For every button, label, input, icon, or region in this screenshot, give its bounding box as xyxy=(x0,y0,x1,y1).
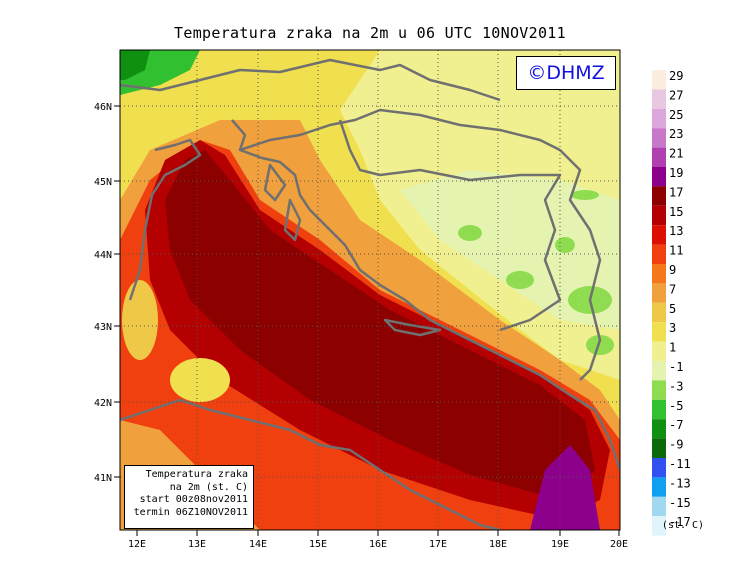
legend-swatch xyxy=(652,205,666,226)
island-cres xyxy=(283,198,302,242)
lon-label: 14E xyxy=(249,539,267,550)
legend-swatch xyxy=(652,89,666,109)
field-cold-patch xyxy=(555,237,575,253)
legend-label: 15 xyxy=(669,205,683,219)
legend-label: 9 xyxy=(669,263,676,277)
lat-label: 42N xyxy=(94,398,112,409)
info-line: termin 06Z10NOV2011 xyxy=(133,506,248,518)
legend-swatch xyxy=(652,147,666,167)
legend-swatch xyxy=(652,128,666,148)
info-box: Temperatura zraka na 2m (st. C) start 00… xyxy=(124,465,254,529)
legend-label: -17 xyxy=(669,515,691,529)
legend-label: -15 xyxy=(669,496,691,510)
legend-swatch xyxy=(652,244,666,264)
legend-label: 29 xyxy=(669,69,683,83)
legend-label: 1 xyxy=(669,341,676,355)
color-legend: 29 27 25 23 21 19 17 15 13 11 9 7 5 3 1 -1 -3 -5 -7 -9 -11 -1… xyxy=(652,69,691,536)
legend-swatch xyxy=(652,438,666,458)
map-title: Temperatura zraka na 2m u 06 UTC 10NOV20… xyxy=(174,24,566,42)
legend-swatch xyxy=(652,225,666,245)
map-frame xyxy=(119,49,621,531)
map-grid xyxy=(120,50,620,530)
border-north xyxy=(120,58,501,102)
legend-label: 21 xyxy=(669,147,683,161)
legend-swatch xyxy=(652,496,666,517)
info-line: na 2m (st. C) xyxy=(169,481,248,493)
field-sea-hot xyxy=(165,150,595,500)
legend-label: 13 xyxy=(669,224,683,238)
coastline-po-delta xyxy=(128,138,202,301)
border-croatia-north xyxy=(239,108,561,152)
lat-label: 41N xyxy=(94,473,112,484)
legend-label: -5 xyxy=(669,399,683,413)
legend-swatch xyxy=(652,341,666,361)
lat-label: 46N xyxy=(94,102,112,113)
island-dalmatia xyxy=(383,318,442,337)
legend-label: 27 xyxy=(669,88,683,102)
border-bosnia xyxy=(338,119,562,332)
legend-swatch xyxy=(652,516,666,536)
lon-label: 20E xyxy=(610,539,628,550)
lat-label: 44N xyxy=(94,250,112,261)
lon-label: 18E xyxy=(489,539,507,550)
axis-ticks xyxy=(114,105,620,536)
lon-label: 15E xyxy=(309,539,327,550)
lat-label: 45N xyxy=(94,177,112,188)
field-cold-patch xyxy=(571,190,599,200)
legend-label: -9 xyxy=(669,438,683,452)
coastline-western-adriatic xyxy=(120,398,501,530)
field-cold-patch xyxy=(586,335,614,355)
legend-label: -13 xyxy=(669,476,691,490)
legend-swatch xyxy=(652,477,666,497)
info-line: start 00z08nov2011 xyxy=(139,494,248,505)
coastline-eastern-adriatic xyxy=(231,119,620,471)
legend-swatch xyxy=(652,70,666,90)
border-serbia xyxy=(559,149,602,381)
legend-swatch xyxy=(652,283,666,303)
legend-label: 5 xyxy=(669,302,676,316)
field-hottest xyxy=(530,445,600,530)
lon-label: 13E xyxy=(188,539,206,550)
legend-label: 19 xyxy=(669,166,683,180)
legend-label: -11 xyxy=(669,457,691,471)
legend-swatch xyxy=(652,322,666,342)
legend-swatch xyxy=(652,458,666,478)
lon-label: 16E xyxy=(369,539,387,550)
legend-swatch xyxy=(652,186,666,206)
field-italy-patch xyxy=(170,358,230,402)
lat-label: 43N xyxy=(94,322,112,333)
info-line: Temperatura zraka xyxy=(145,469,248,480)
island-krk xyxy=(263,163,287,202)
legend-swatch xyxy=(652,419,666,439)
field-italy-patch xyxy=(122,280,158,360)
field-alpine-cold xyxy=(120,50,150,80)
legend-label: 7 xyxy=(669,282,676,296)
legend-label: 11 xyxy=(669,244,683,258)
dhmz-logo: ©DHMZ xyxy=(516,56,616,90)
legend-swatch xyxy=(652,380,666,400)
legend-swatch xyxy=(652,361,666,381)
legend-swatch xyxy=(652,302,666,323)
legend-label: 25 xyxy=(669,108,683,122)
legend-swatch xyxy=(652,167,666,187)
legend-label: -3 xyxy=(669,379,683,393)
legend-label: 3 xyxy=(669,321,676,335)
legend-unit: (st. C) xyxy=(662,520,704,531)
legend-label: -7 xyxy=(669,418,683,432)
legend-swatch xyxy=(652,264,666,284)
field-cold-patch xyxy=(458,225,482,241)
legend-label: 17 xyxy=(669,185,683,199)
lon-label: 17E xyxy=(429,539,447,550)
legend-label: -1 xyxy=(669,360,683,374)
field-cold-interior xyxy=(400,170,620,330)
legend-swatch xyxy=(652,399,666,420)
legend-label: 23 xyxy=(669,127,683,141)
legend-swatch xyxy=(652,108,666,129)
lon-label: 19E xyxy=(551,539,569,550)
field-cold-patch xyxy=(506,271,534,289)
lon-label: 12E xyxy=(128,539,146,550)
